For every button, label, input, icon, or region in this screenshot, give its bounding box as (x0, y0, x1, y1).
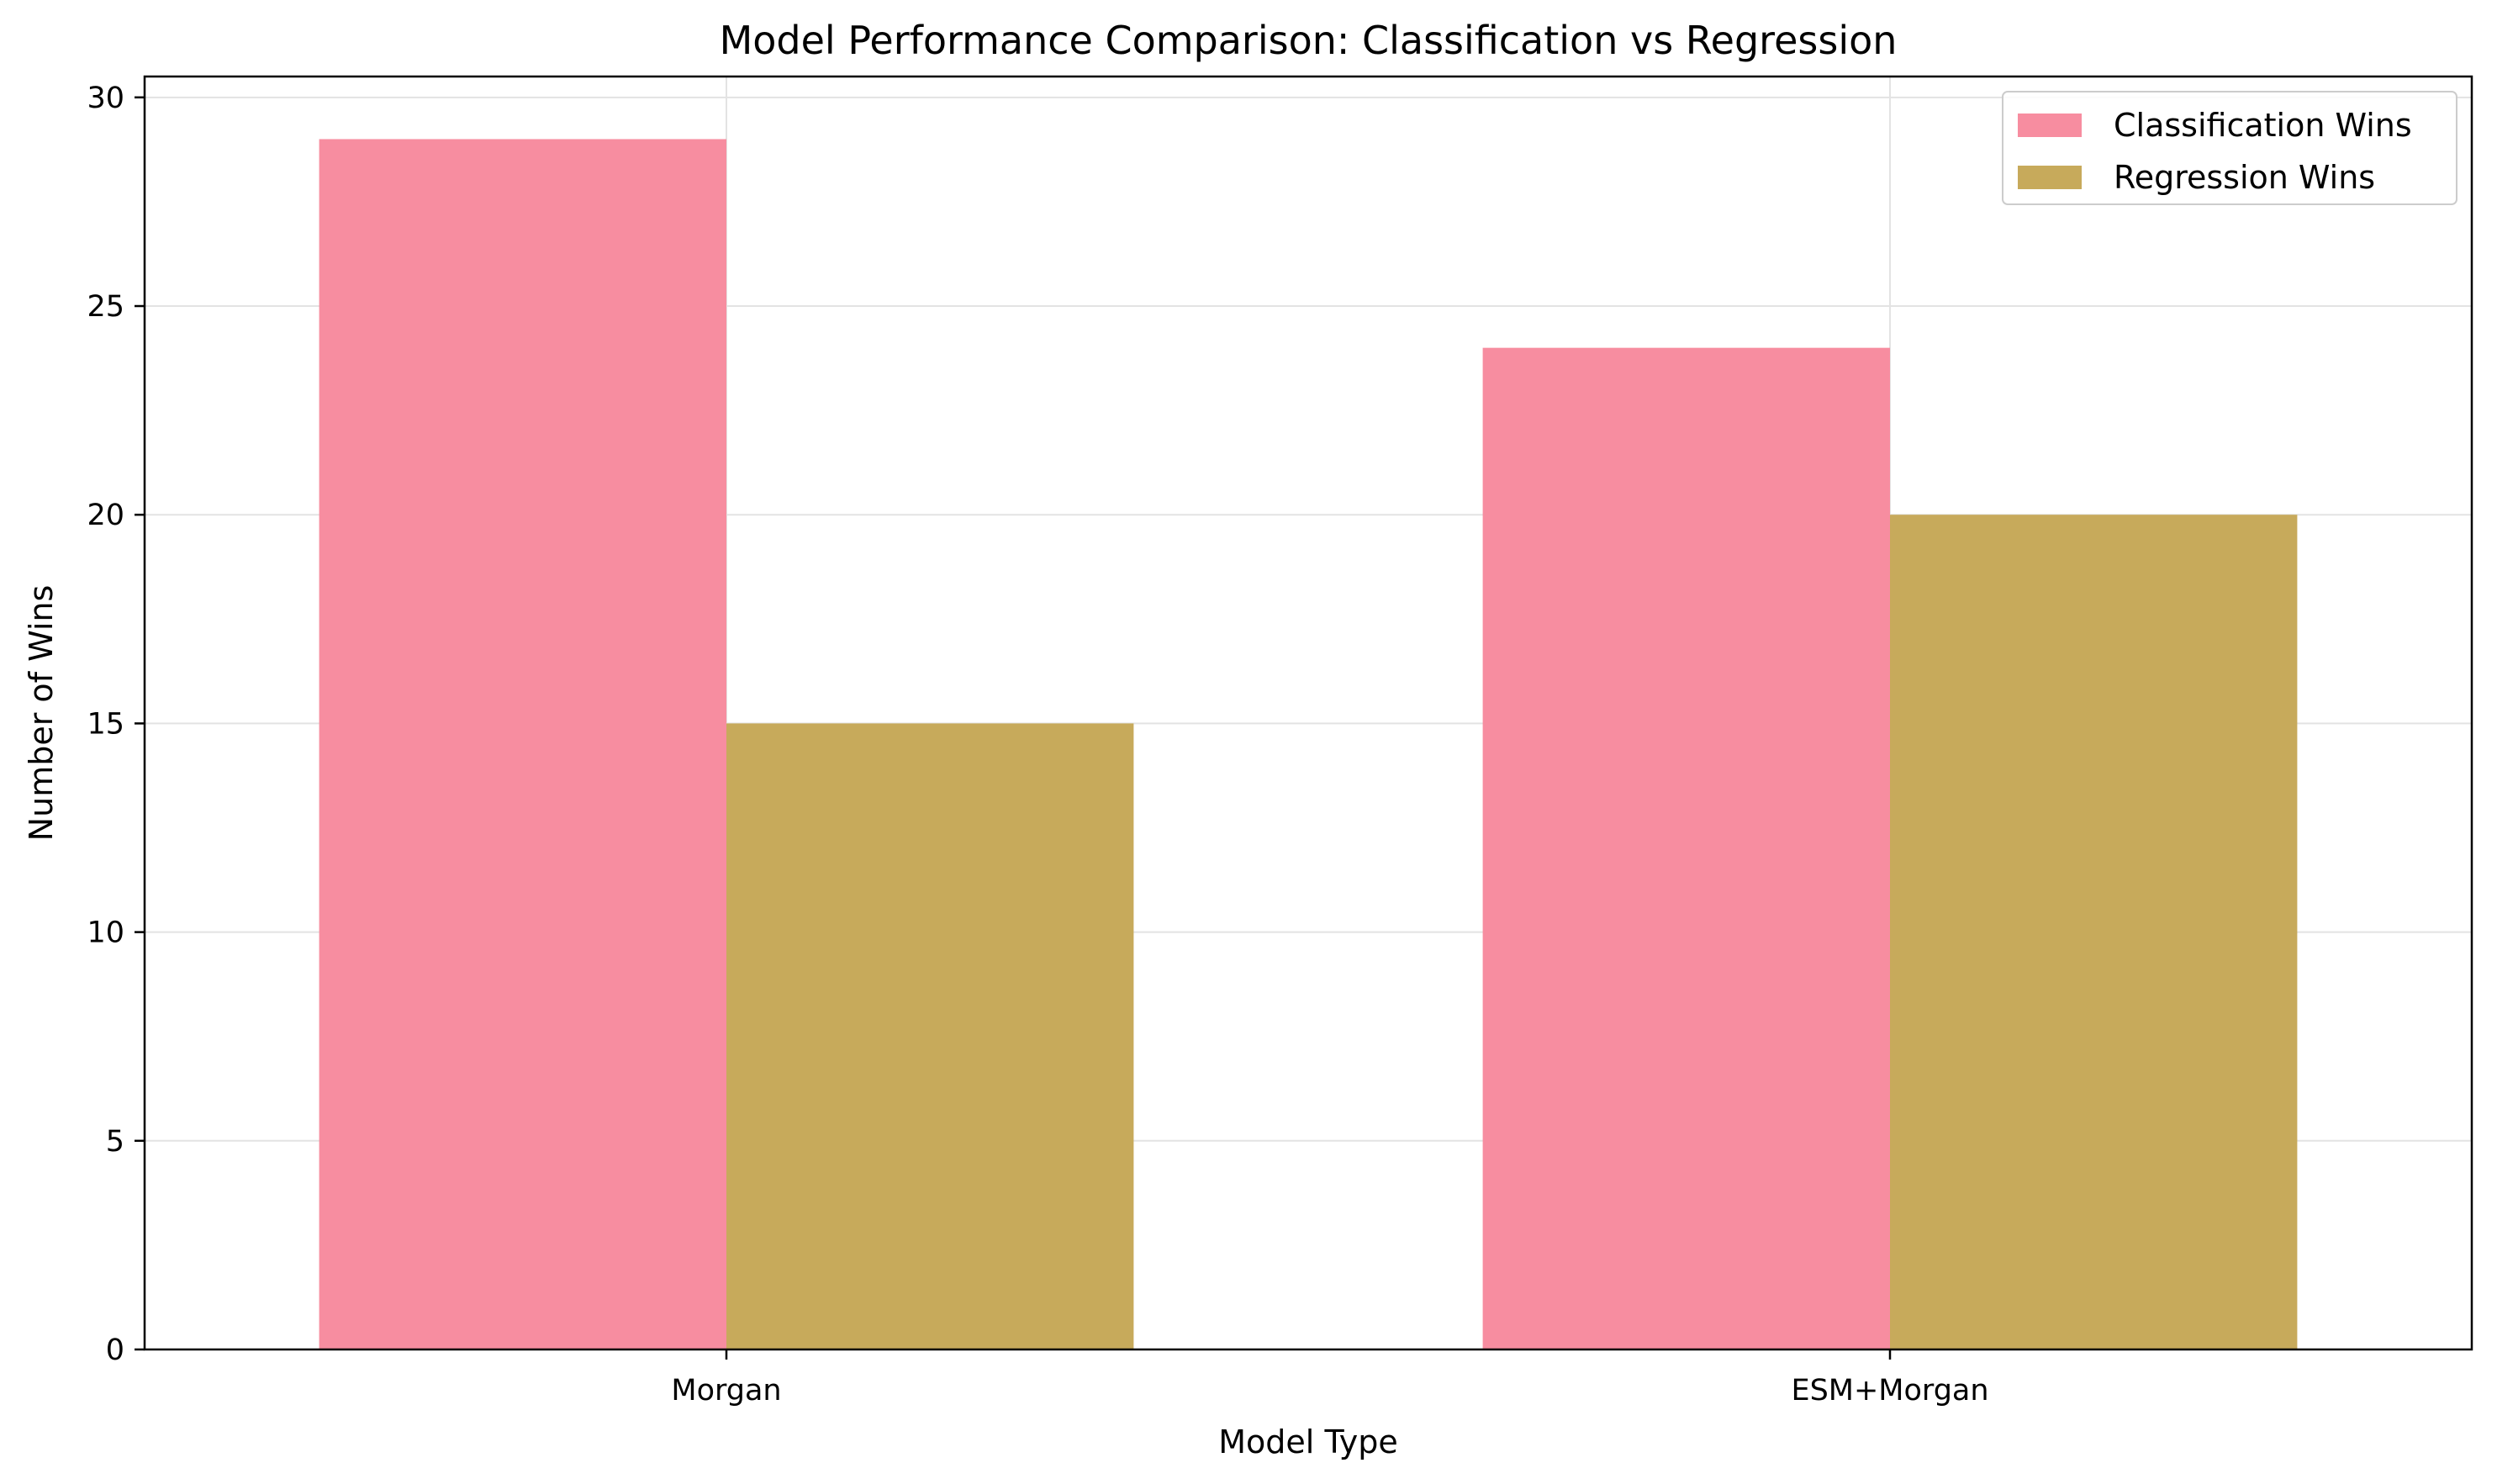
y-axis-label: Number of Wins (23, 585, 60, 842)
bar-classification-wins-morgan (319, 139, 726, 1350)
y-axis-ticks: 0 5 10 15 20 25 30 (87, 82, 145, 1367)
y-tick-label: 25 (87, 290, 124, 324)
y-tick-label: 10 (87, 916, 124, 950)
legend-box (2002, 91, 2457, 205)
bars (319, 139, 2298, 1350)
y-tick-label: 0 (106, 1333, 124, 1367)
y-tick-label: 20 (87, 499, 124, 532)
legend: Classification Wins Regression Wins (2002, 91, 2457, 205)
x-axis-label: Model Type (1218, 1423, 1397, 1460)
legend-label: Regression Wins (2114, 159, 2375, 196)
x-tick-label: ESM+Morgan (1791, 1374, 1988, 1407)
y-tick-label: 30 (87, 82, 124, 115)
legend-label: Classification Wins (2114, 107, 2412, 144)
chart-title: Model Performance Comparison: Classifica… (720, 18, 1898, 63)
bar-classification-wins-esm-morgan (1482, 347, 1890, 1349)
y-tick-label: 5 (106, 1125, 124, 1159)
x-axis-ticks: Morgan ESM+Morgan (671, 1349, 1989, 1407)
bar-regression-wins-esm-morgan (1890, 515, 2298, 1349)
y-tick-label: 15 (87, 707, 124, 741)
legend-swatch (2018, 166, 2082, 189)
bar-regression-wins-morgan (726, 723, 1134, 1349)
plot-frame (143, 75, 2473, 1351)
x-tick-label: Morgan (671, 1374, 781, 1407)
legend-swatch (2018, 114, 2082, 137)
